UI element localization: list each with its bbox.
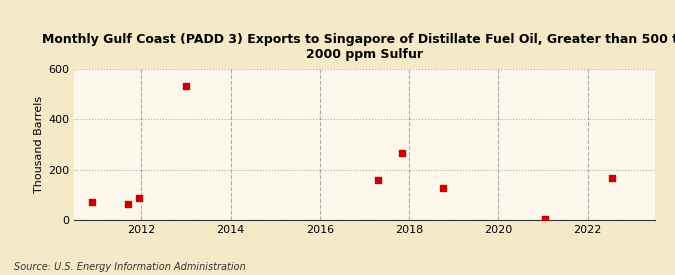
Point — [122, 201, 133, 206]
Text: Source: U.S. Energy Information Administration: Source: U.S. Energy Information Administ… — [14, 262, 245, 272]
Y-axis label: Thousand Barrels: Thousand Barrels — [34, 96, 44, 193]
Point — [397, 151, 408, 155]
Point — [437, 186, 448, 191]
Point — [134, 196, 144, 200]
Point — [373, 177, 383, 182]
Point — [86, 200, 97, 205]
Point — [180, 84, 191, 89]
Point — [540, 216, 551, 221]
Point — [607, 175, 618, 180]
Title: Monthly Gulf Coast (PADD 3) Exports to Singapore of Distillate Fuel Oil, Greater: Monthly Gulf Coast (PADD 3) Exports to S… — [42, 33, 675, 61]
